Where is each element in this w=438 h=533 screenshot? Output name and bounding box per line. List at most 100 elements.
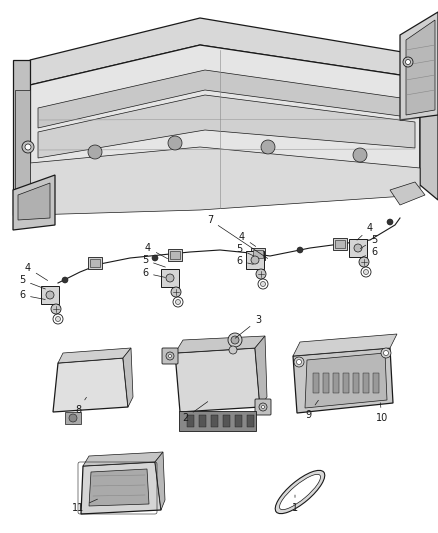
Circle shape [364, 270, 368, 274]
FancyBboxPatch shape [223, 415, 230, 427]
Polygon shape [30, 147, 420, 215]
FancyBboxPatch shape [41, 286, 59, 304]
Circle shape [173, 297, 183, 307]
Text: 10: 10 [376, 403, 388, 423]
Polygon shape [406, 20, 435, 115]
Circle shape [354, 244, 362, 252]
Polygon shape [30, 18, 420, 85]
Polygon shape [13, 60, 30, 215]
Polygon shape [175, 348, 260, 412]
Circle shape [297, 247, 303, 253]
FancyBboxPatch shape [90, 259, 100, 267]
Circle shape [228, 333, 242, 347]
Polygon shape [15, 90, 30, 200]
Circle shape [261, 406, 265, 408]
Circle shape [62, 277, 68, 283]
FancyBboxPatch shape [88, 257, 102, 269]
Polygon shape [305, 353, 387, 408]
Text: 4: 4 [357, 223, 373, 240]
Text: 5: 5 [236, 244, 254, 256]
FancyBboxPatch shape [161, 269, 179, 287]
FancyBboxPatch shape [313, 373, 319, 393]
Circle shape [46, 291, 54, 299]
FancyBboxPatch shape [199, 415, 206, 427]
FancyBboxPatch shape [162, 348, 178, 364]
Circle shape [152, 255, 158, 261]
FancyBboxPatch shape [251, 248, 265, 260]
Circle shape [403, 57, 413, 67]
FancyBboxPatch shape [246, 251, 264, 269]
Circle shape [166, 352, 174, 360]
Polygon shape [18, 183, 50, 220]
Text: 5: 5 [19, 275, 46, 289]
Circle shape [251, 256, 259, 264]
Circle shape [258, 279, 268, 289]
FancyBboxPatch shape [349, 239, 367, 257]
Circle shape [359, 257, 369, 267]
Text: 7: 7 [207, 215, 268, 259]
Circle shape [406, 60, 410, 64]
FancyBboxPatch shape [333, 238, 347, 250]
FancyBboxPatch shape [211, 415, 218, 427]
Polygon shape [89, 469, 149, 506]
Polygon shape [83, 452, 163, 466]
FancyBboxPatch shape [363, 373, 369, 393]
Circle shape [25, 144, 31, 150]
Circle shape [381, 348, 391, 358]
Text: 4: 4 [25, 263, 48, 280]
Circle shape [229, 346, 237, 354]
Text: 2: 2 [182, 402, 208, 423]
Circle shape [168, 136, 182, 150]
Text: 5: 5 [142, 255, 166, 267]
Circle shape [166, 274, 174, 282]
Circle shape [69, 414, 77, 422]
Circle shape [387, 219, 393, 225]
Circle shape [261, 281, 265, 287]
Circle shape [361, 267, 371, 277]
FancyBboxPatch shape [343, 373, 349, 393]
Ellipse shape [275, 470, 325, 514]
FancyBboxPatch shape [353, 373, 359, 393]
Polygon shape [175, 336, 265, 353]
Text: 6: 6 [19, 290, 45, 300]
Polygon shape [58, 348, 131, 363]
Circle shape [231, 336, 239, 344]
FancyBboxPatch shape [170, 251, 180, 259]
Circle shape [353, 148, 367, 162]
Polygon shape [123, 348, 133, 407]
Polygon shape [81, 462, 161, 514]
FancyBboxPatch shape [187, 415, 194, 427]
Circle shape [88, 145, 102, 159]
Circle shape [169, 354, 172, 358]
Text: 5: 5 [360, 235, 377, 248]
FancyBboxPatch shape [255, 399, 271, 415]
Circle shape [22, 141, 34, 153]
Circle shape [56, 317, 60, 321]
Circle shape [261, 140, 275, 154]
Text: 6: 6 [236, 256, 253, 266]
FancyBboxPatch shape [168, 249, 182, 261]
Text: 9: 9 [305, 400, 318, 420]
Polygon shape [255, 336, 267, 407]
Circle shape [384, 351, 389, 356]
Circle shape [259, 403, 267, 411]
Text: 4: 4 [145, 243, 168, 259]
FancyBboxPatch shape [253, 250, 263, 258]
Text: 8: 8 [75, 397, 86, 415]
Text: 4: 4 [239, 232, 256, 246]
Circle shape [297, 359, 301, 365]
Circle shape [53, 314, 63, 324]
Circle shape [256, 269, 266, 279]
FancyBboxPatch shape [247, 415, 254, 427]
Text: 11: 11 [72, 499, 98, 513]
Text: 6: 6 [142, 268, 165, 278]
FancyBboxPatch shape [335, 240, 345, 248]
Polygon shape [30, 45, 420, 210]
Polygon shape [400, 12, 438, 120]
Polygon shape [420, 45, 438, 200]
FancyBboxPatch shape [179, 411, 256, 431]
Circle shape [171, 287, 181, 297]
Polygon shape [293, 348, 393, 413]
Ellipse shape [279, 474, 321, 510]
Text: 1: 1 [292, 495, 298, 513]
